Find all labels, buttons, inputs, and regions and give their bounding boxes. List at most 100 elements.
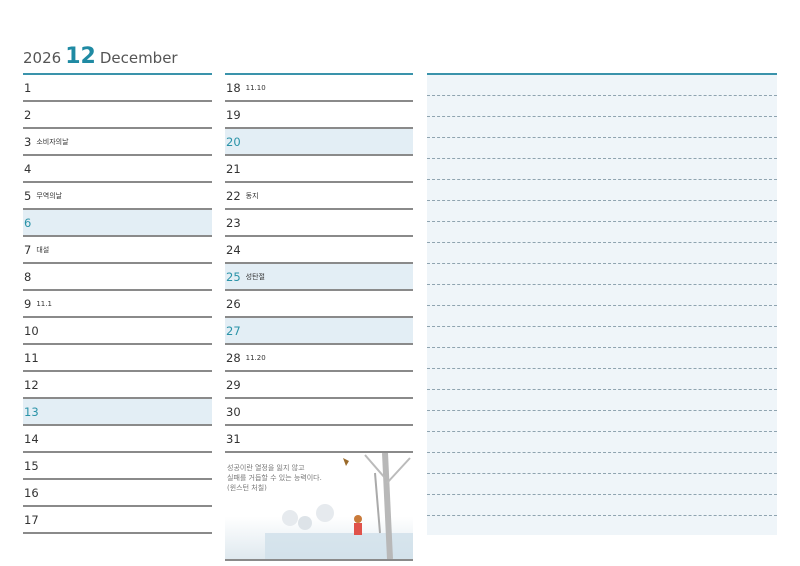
day-row[interactable]: 6 xyxy=(23,210,212,237)
note-line xyxy=(427,306,777,327)
day-number: 4 xyxy=(24,161,32,176)
day-row[interactable]: 31 xyxy=(225,426,413,453)
note-line xyxy=(427,138,777,159)
page-title: 2026 12 December xyxy=(23,44,178,69)
day-number: 16 xyxy=(24,485,39,500)
note-line xyxy=(427,495,777,516)
day-number: 18 xyxy=(226,80,241,95)
note-line xyxy=(427,390,777,411)
day-row[interactable]: 27 xyxy=(225,318,413,345)
day-number: 21 xyxy=(226,161,241,176)
day-number: 26 xyxy=(226,296,241,311)
day-row[interactable]: 24 xyxy=(225,237,413,264)
day-number: 7 xyxy=(24,242,32,257)
day-row[interactable]: 15 xyxy=(23,453,212,480)
day-row[interactable]: 30 xyxy=(225,399,413,426)
day-row[interactable]: 29 xyxy=(225,372,413,399)
note-line xyxy=(427,453,777,474)
day-number: 25 xyxy=(226,269,241,284)
day-note: 소비자의날 xyxy=(36,137,69,146)
days-column-2: 18 11.10 19 20 21 22 동지 23 24 25 성탄절 26 27 28 11.20 29 3… xyxy=(225,73,413,561)
day-note: 동지 xyxy=(245,191,259,200)
day-row[interactable]: 23 xyxy=(225,210,413,237)
day-number: 3 xyxy=(24,134,32,149)
day-row[interactable]: 20 xyxy=(225,129,413,156)
day-note: 성탄절 xyxy=(245,272,265,281)
note-line xyxy=(427,432,777,453)
note-line xyxy=(427,243,777,264)
day-number: 2 xyxy=(24,107,32,122)
quote-text: 성공이란 열정을 잃지 않고 실패를 거듭할 수 있는 능력이다. (윈스턴 처칠) xyxy=(227,464,322,492)
winter-scene-illustration xyxy=(265,453,413,559)
day-number: 14 xyxy=(24,431,39,446)
note-line xyxy=(427,75,777,96)
day-number: 5 xyxy=(24,188,32,203)
day-row[interactable]: 21 xyxy=(225,156,413,183)
day-row[interactable]: 19 xyxy=(225,102,413,129)
quote-illustration: 성공이란 열정을 잃지 않고 실패를 거듭할 수 있는 능력이다. (윈스턴 처칠) xyxy=(225,453,413,561)
day-row[interactable]: 9 11.1 xyxy=(23,291,212,318)
day-number: 9 xyxy=(24,296,32,311)
note-line xyxy=(427,411,777,432)
notes-area[interactable] xyxy=(427,73,777,535)
day-number: 10 xyxy=(24,323,39,338)
day-number: 11 xyxy=(24,350,39,365)
note-line xyxy=(427,159,777,180)
day-number: 17 xyxy=(24,512,39,527)
year: 2026 xyxy=(23,49,62,67)
day-row[interactable]: 26 xyxy=(225,291,413,318)
day-number: 15 xyxy=(24,458,39,473)
day-row[interactable]: 1 xyxy=(23,75,212,102)
day-number: 6 xyxy=(24,215,32,230)
day-number: 28 xyxy=(226,350,241,365)
day-number: 29 xyxy=(226,377,241,392)
day-number: 23 xyxy=(226,215,241,230)
day-row[interactable]: 16 xyxy=(23,480,212,507)
note-line xyxy=(427,285,777,306)
day-number: 30 xyxy=(226,404,241,419)
day-number: 27 xyxy=(226,323,241,338)
day-row[interactable]: 13 xyxy=(23,399,212,426)
note-line xyxy=(427,222,777,243)
note-line xyxy=(427,264,777,285)
day-row[interactable]: 7 대설 xyxy=(23,237,212,264)
day-number: 22 xyxy=(226,188,241,203)
day-row[interactable]: 4 xyxy=(23,156,212,183)
day-row[interactable]: 28 11.20 xyxy=(225,345,413,372)
note-line xyxy=(427,180,777,201)
day-row[interactable]: 3 소비자의날 xyxy=(23,129,212,156)
note-line xyxy=(427,474,777,495)
day-note: 대설 xyxy=(36,245,50,254)
note-line xyxy=(427,327,777,348)
day-note: 11.20 xyxy=(245,353,266,362)
day-row[interactable]: 11 xyxy=(23,345,212,372)
day-note: 11.1 xyxy=(36,299,52,308)
day-row[interactable]: 10 xyxy=(23,318,212,345)
day-number: 20 xyxy=(226,134,241,149)
day-row[interactable]: 2 xyxy=(23,102,212,129)
day-row[interactable]: 8 xyxy=(23,264,212,291)
day-row[interactable]: 14 xyxy=(23,426,212,453)
day-note: 무역의날 xyxy=(36,191,63,200)
day-number: 31 xyxy=(226,431,241,446)
day-row[interactable]: 18 11.10 xyxy=(225,75,413,102)
day-row[interactable]: 12 xyxy=(23,372,212,399)
day-row[interactable]: 5 무역의날 xyxy=(23,183,212,210)
day-note: 11.10 xyxy=(245,83,266,92)
day-row[interactable]: 25 성탄절 xyxy=(225,264,413,291)
note-line xyxy=(427,201,777,222)
day-number: 8 xyxy=(24,269,32,284)
day-number: 12 xyxy=(24,377,39,392)
month-number: 12 xyxy=(65,44,96,69)
note-line xyxy=(427,348,777,369)
day-row[interactable]: 17 xyxy=(23,507,212,534)
day-row[interactable]: 22 동지 xyxy=(225,183,413,210)
day-number: 13 xyxy=(24,404,39,419)
day-number: 19 xyxy=(226,107,241,122)
day-number: 24 xyxy=(226,242,241,257)
day-number: 1 xyxy=(24,80,32,95)
note-line xyxy=(427,96,777,117)
note-line xyxy=(427,117,777,138)
days-column-1: 1 2 3 소비자의날 4 5 무역의날 6 7 대설 8 9 11.1 10 11 12 13 14 15 16 17 xyxy=(23,73,212,534)
month-name: December xyxy=(99,49,178,67)
